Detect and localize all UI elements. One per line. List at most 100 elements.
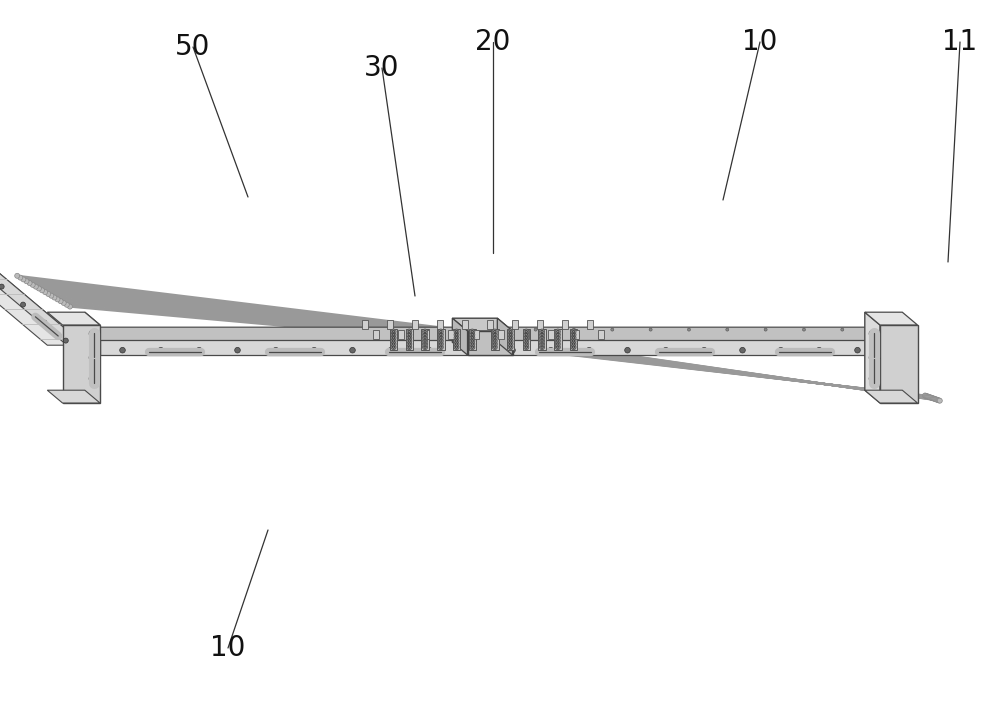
Circle shape (924, 394, 929, 399)
Text: 30: 30 (364, 54, 400, 82)
Circle shape (407, 332, 412, 337)
Circle shape (30, 283, 35, 287)
Circle shape (509, 346, 512, 348)
Polygon shape (437, 320, 443, 329)
Circle shape (407, 335, 412, 340)
Polygon shape (498, 330, 504, 339)
Circle shape (525, 340, 527, 342)
Circle shape (392, 343, 395, 345)
Circle shape (625, 348, 630, 353)
Polygon shape (497, 318, 512, 355)
Circle shape (929, 395, 934, 400)
Circle shape (440, 346, 442, 348)
Circle shape (391, 339, 396, 343)
Circle shape (555, 332, 560, 337)
Circle shape (557, 340, 559, 342)
Circle shape (524, 335, 529, 340)
Circle shape (933, 397, 938, 402)
Circle shape (423, 332, 428, 337)
Polygon shape (423, 330, 429, 339)
Circle shape (64, 302, 69, 307)
Circle shape (454, 332, 459, 337)
Circle shape (802, 328, 805, 331)
Circle shape (494, 340, 496, 342)
Circle shape (158, 348, 164, 353)
Polygon shape (523, 330, 529, 339)
Circle shape (936, 398, 941, 403)
Polygon shape (573, 330, 579, 339)
Text: 50: 50 (175, 33, 211, 61)
Circle shape (492, 335, 497, 340)
Circle shape (471, 343, 473, 345)
Circle shape (932, 396, 937, 402)
Circle shape (555, 341, 560, 346)
Circle shape (934, 397, 939, 402)
Circle shape (572, 343, 575, 345)
Circle shape (778, 348, 784, 353)
Circle shape (89, 355, 96, 361)
Circle shape (726, 328, 729, 331)
Circle shape (423, 329, 428, 334)
Circle shape (438, 339, 443, 343)
Polygon shape (362, 320, 368, 329)
Polygon shape (62, 325, 100, 403)
Circle shape (524, 339, 529, 343)
Circle shape (471, 336, 473, 339)
Circle shape (508, 335, 513, 340)
Circle shape (21, 277, 26, 282)
Polygon shape (507, 329, 514, 350)
Circle shape (869, 355, 876, 361)
Polygon shape (421, 329, 429, 350)
Circle shape (407, 329, 412, 334)
Circle shape (392, 346, 395, 348)
Circle shape (572, 328, 575, 331)
Circle shape (455, 336, 458, 339)
Circle shape (438, 335, 443, 340)
Circle shape (391, 332, 396, 337)
Circle shape (42, 320, 47, 325)
Circle shape (455, 346, 458, 348)
Circle shape (494, 336, 496, 339)
Circle shape (43, 290, 48, 294)
Circle shape (89, 330, 96, 336)
Circle shape (508, 329, 513, 334)
Circle shape (408, 336, 410, 339)
Polygon shape (598, 330, 604, 339)
Circle shape (541, 330, 543, 333)
Circle shape (470, 339, 475, 343)
Circle shape (423, 339, 428, 343)
Circle shape (572, 340, 575, 342)
Circle shape (440, 334, 442, 336)
Circle shape (49, 293, 54, 298)
Polygon shape (865, 312, 918, 325)
Circle shape (816, 348, 822, 353)
Circle shape (509, 343, 512, 345)
Circle shape (508, 341, 513, 346)
Polygon shape (538, 329, 546, 350)
Circle shape (509, 336, 512, 339)
Circle shape (557, 334, 559, 336)
Text: 10: 10 (742, 28, 778, 56)
Circle shape (440, 343, 442, 345)
Circle shape (21, 302, 26, 307)
Circle shape (273, 348, 279, 353)
Circle shape (541, 334, 543, 336)
Circle shape (524, 341, 529, 346)
Polygon shape (468, 331, 512, 355)
Circle shape (407, 341, 412, 346)
Circle shape (67, 304, 72, 309)
Circle shape (525, 334, 527, 336)
Circle shape (424, 340, 426, 342)
Circle shape (524, 329, 529, 334)
Polygon shape (453, 329, 460, 350)
Circle shape (540, 329, 545, 334)
Circle shape (494, 346, 496, 348)
Circle shape (740, 348, 745, 353)
Circle shape (470, 329, 475, 334)
Circle shape (925, 394, 930, 399)
Circle shape (541, 336, 543, 339)
Circle shape (937, 398, 942, 403)
Circle shape (540, 339, 545, 343)
Circle shape (555, 329, 560, 334)
Circle shape (470, 332, 475, 337)
